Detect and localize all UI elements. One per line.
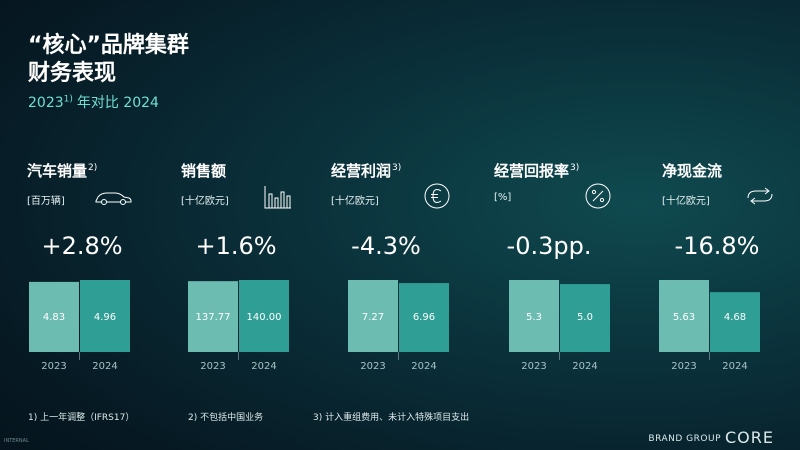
kpi-return-on-sales: 经营回报率3) [%] -0.3pp. [494,160,644,260]
bar-value-label: 140.00 [247,312,282,323]
brand-prefix: BRAND GROUP [648,434,721,444]
kpi-unit: [%] [494,192,512,203]
kpi-title-text: 净现金流 [662,162,723,180]
bar-value-label: 137.77 [196,312,231,323]
footnote-3: 3) 计入重组费用、未计入特殊项目支出 [313,413,470,423]
kpi-revenue: 销售额 [十亿欧元] +1.6% [181,160,331,260]
category-label: 2023 [521,361,546,372]
bar-value-label: 5.63 [673,312,695,323]
kpi-header: 销售额 [181,160,331,184]
kpi-unit: [十亿欧元] [181,196,229,207]
kpi-unit: [十亿欧元] [662,196,710,207]
bar-2024 [399,283,449,352]
bar-value-label: 5.3 [526,312,542,323]
kpi-title: 销售额 [181,162,227,180]
kpi-title-text: 销售额 [181,162,227,180]
brand-logo: BRAND GROUP CORE [648,428,774,447]
kpi-footnote-ref: 3) [570,163,580,173]
cash-flow-icon [747,187,773,205]
page-title-line1: “核心”品牌集群 [28,33,189,58]
subtitle-footnote-ref: 1) [63,94,73,105]
kpi-title: 经营回报率3) [494,162,579,180]
kpi-footnote-ref: 2) [88,163,98,173]
kpi-change: -0.3pp. [506,232,592,260]
bar-2023 [348,280,398,352]
category-label: 2023 [41,361,66,372]
category-label: 2024 [411,361,436,372]
kpi-net-cash-flow: 净现金流 [十亿欧元] -16.8% [662,160,800,260]
bar-2024 [710,292,760,352]
kpi-unit: [百万辆] [27,196,65,207]
kpi-title-text: 经营回报率 [494,162,570,180]
bar-chart-icon [264,186,291,209]
kpi-header: 经营利润3) [331,160,481,184]
classification-label: INTERNAL [4,438,29,444]
bar-2023 [659,280,709,352]
subtitle-rest: 年对比 2024 [76,95,159,111]
category-label: 2024 [251,361,276,372]
bar-2023 [509,280,559,352]
kpi-header: 净现金流 [662,160,800,184]
kpi-title-text: 汽车销量 [27,162,88,180]
bar-value-label: 7.27 [362,312,384,323]
category-label: 2024 [92,361,117,372]
car-icon [95,192,132,205]
kpi-header: 汽车销量2) [27,160,177,184]
bar-value-label: 4.83 [43,312,65,323]
kpi-change: +2.8% [41,232,123,260]
page-subtitle: 20231) 年对比 2024 [28,92,189,112]
bar-2024 [560,284,610,352]
percent-icon [585,183,611,209]
bar-2023 [29,281,79,352]
bar-value-label: 4.96 [94,312,116,323]
category-label: 2024 [572,361,597,372]
category-label: 2023 [200,361,225,372]
kpi-title: 经营利润3) [331,162,401,180]
brand-name: CORE [725,428,774,447]
kpi-change: -16.8% [674,232,760,260]
footnote-2: 2) 不包括中国业务 [188,413,264,423]
title-block: “核心”品牌集群 财务表现 20231) 年对比 2024 [28,32,189,112]
bar-value-label: 6.96 [413,312,435,323]
footnote-1: 1) 上一年调整（IFRS17） [28,413,135,423]
kpi-title: 净现金流 [662,162,723,180]
bar-value-label: 4.68 [724,312,746,323]
bar-2024 [239,280,289,352]
kpi-vehicle-sales: 汽车销量2) [百万辆] +2.8% [27,160,177,260]
kpi-title: 汽车销量2) [27,162,97,180]
category-label: 2023 [360,361,385,372]
bar-2023 [188,281,238,352]
euro-icon [424,183,450,209]
kpi-title-text: 经营利润 [331,162,392,180]
kpi-change: +1.6% [195,232,277,260]
subtitle-year: 2023 [28,95,64,111]
bar-value-label: 5.0 [577,312,593,323]
page-title-line2: 财务表现 [28,61,117,86]
bar-2024 [80,280,130,352]
kpi-unit: [十亿欧元] [331,196,379,207]
category-label: 2024 [722,361,747,372]
category-label: 2023 [671,361,696,372]
kpi-change: -4.3% [351,232,421,260]
kpi-operating-profit: 经营利润3) [十亿欧元] -4.3% [331,160,481,260]
kpi-header: 经营回报率3) [494,160,644,184]
kpi-footnote-ref: 3) [392,163,402,173]
